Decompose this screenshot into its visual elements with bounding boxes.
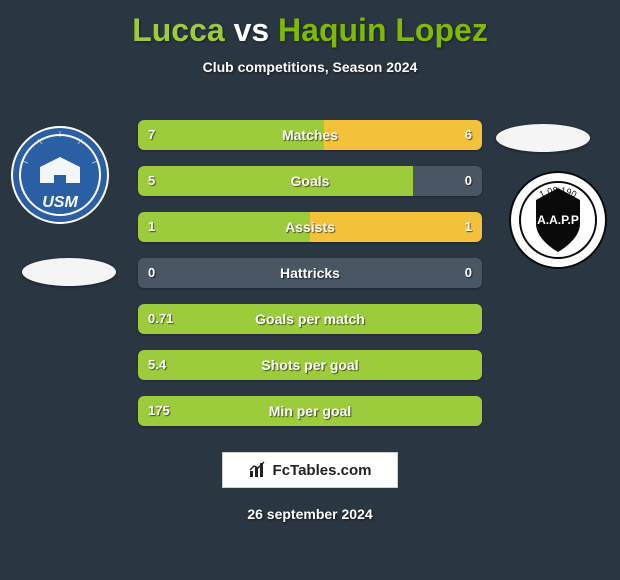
chart-icon	[249, 461, 267, 479]
player2-name: Haquin Lopez	[278, 12, 488, 48]
stat-row: 11Assists	[138, 212, 482, 242]
nation-badge-left	[22, 258, 116, 286]
brand-badge: FcTables.com	[222, 452, 398, 488]
page-title: Lucca vs Haquin Lopez	[0, 0, 620, 49]
stat-label: Assists	[138, 212, 482, 242]
stat-row: 0.71Goals per match	[138, 304, 482, 334]
brand-text: FcTables.com	[273, 462, 372, 479]
svg-text:1.08.190: 1.08.190	[538, 185, 579, 199]
stat-label: Shots per goal	[138, 350, 482, 380]
stats-container: 76Matches 50Goals 11Assists 00Hattricks 0.71…	[138, 120, 482, 442]
stat-row: 76Matches	[138, 120, 482, 150]
stat-row: 5.4Shots per goal	[138, 350, 482, 380]
stat-row: 50Goals	[138, 166, 482, 196]
stat-label: Min per goal	[138, 396, 482, 426]
player1-name: Lucca	[132, 12, 224, 48]
subtitle: Club competitions, Season 2024	[0, 59, 620, 75]
vs-text: vs	[234, 12, 270, 48]
nation-badge-right	[496, 124, 590, 152]
stat-label: Hattricks	[138, 258, 482, 288]
stat-row: 175Min per goal	[138, 396, 482, 426]
stat-row: 00Hattricks	[138, 258, 482, 288]
footer-date: 26 september 2024	[0, 506, 620, 522]
club-badge-left: USM	[10, 125, 110, 225]
stat-label: Matches	[138, 120, 482, 150]
club-badge-right: A.A.P.P 1.08.190	[508, 170, 608, 270]
stat-label: Goals	[138, 166, 482, 196]
stat-label: Goals per match	[138, 304, 482, 334]
svg-text:A.A.P.P: A.A.P.P	[537, 213, 579, 227]
svg-text:USM: USM	[42, 194, 78, 211]
